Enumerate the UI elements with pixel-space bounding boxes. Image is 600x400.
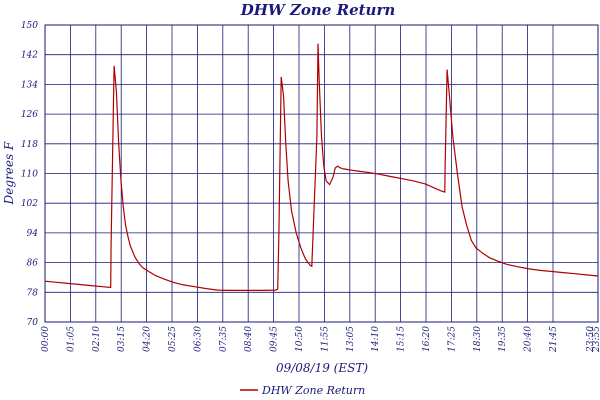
x-tick-label: 04:20 bbox=[143, 326, 153, 352]
x-tick-label: 06:30 bbox=[193, 326, 203, 352]
x-tick-label: 15:15 bbox=[397, 326, 407, 352]
grid-lines bbox=[45, 25, 598, 322]
y-tick-label: 150 bbox=[21, 21, 38, 31]
y-axis-tick-labels: 70 78 86 94 102 110 118 126 134 142 150 bbox=[21, 21, 38, 328]
x-axis-label: 09/08/19 (EST) bbox=[276, 361, 368, 375]
x-tick-label: 08:40 bbox=[244, 326, 254, 352]
y-tick-label: 118 bbox=[21, 140, 38, 150]
x-tick-label: 07:35 bbox=[219, 326, 229, 352]
y-tick-label: 142 bbox=[21, 51, 38, 61]
x-tick-label: 11:55 bbox=[320, 326, 330, 352]
x-tick-label: 19:35 bbox=[498, 326, 508, 352]
x-tick-label: 09:45 bbox=[270, 326, 280, 352]
x-tick-label: 05:25 bbox=[168, 326, 178, 352]
y-tick-label: 86 bbox=[27, 259, 39, 269]
x-tick-label: 02:10 bbox=[92, 326, 102, 352]
y-tick-label: 78 bbox=[27, 288, 39, 298]
y-tick-label: 70 bbox=[27, 318, 39, 328]
x-tick-label: 18:30 bbox=[473, 326, 483, 352]
y-tick-label: 134 bbox=[21, 80, 38, 90]
x-tick-label: 03:15 bbox=[117, 326, 127, 352]
x-tick-label: 14:10 bbox=[371, 326, 381, 352]
plot-area bbox=[44, 24, 599, 323]
y-tick-label: 110 bbox=[21, 170, 38, 180]
x-tick-label: 20:40 bbox=[524, 326, 534, 353]
x-tick-label: 23:55 bbox=[592, 326, 600, 353]
x-tick-label: 10:50 bbox=[295, 326, 305, 352]
x-tick-label: 16:20 bbox=[422, 326, 432, 352]
legend: DHW Zone Return bbox=[240, 384, 365, 397]
x-tick-label: 23:50 bbox=[586, 326, 596, 353]
y-axis-label: Degrees F bbox=[2, 141, 16, 205]
x-tick-label: 13:05 bbox=[346, 326, 356, 352]
y-tick-label: 102 bbox=[21, 199, 38, 209]
legend-label-dhw-zone-return: DHW Zone Return bbox=[261, 384, 365, 397]
x-tick-label: 01:05 bbox=[66, 326, 76, 352]
x-tick-label: 21:45 bbox=[549, 326, 559, 353]
y-tick-label: 126 bbox=[21, 110, 38, 120]
x-tick-label: 00:00 bbox=[41, 326, 51, 352]
y-tick-label: 94 bbox=[27, 229, 39, 239]
x-axis-tick-labels: 00:00 01:05 02:10 03:15 04:20 05:25 06:30 07:35… bbox=[41, 326, 600, 353]
chart-title: DHW Zone Return bbox=[240, 1, 396, 19]
x-tick-label: 17:25 bbox=[447, 326, 457, 352]
series-line-dhw-zone-return bbox=[44, 43, 599, 291]
